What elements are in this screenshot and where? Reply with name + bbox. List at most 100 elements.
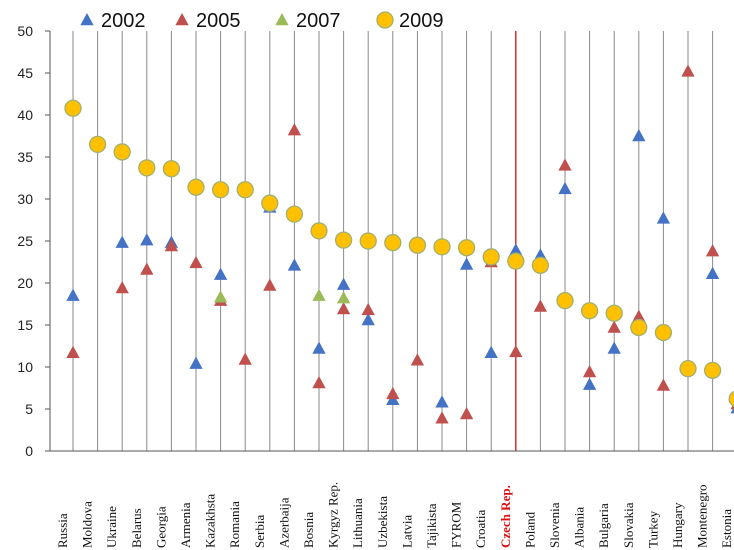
point-2005: [66, 345, 80, 358]
x-tick-label: Albania: [572, 507, 587, 548]
x-tick-label: Tajikista: [424, 503, 439, 548]
point-2002: [656, 211, 671, 224]
y-tick-label: 45: [17, 65, 33, 81]
point-2005: [558, 158, 572, 171]
point-2009: [187, 178, 205, 196]
x-tick-label: Moldova: [80, 501, 95, 548]
point-2002: [115, 235, 129, 248]
x-tick-label: Ukraine: [104, 506, 119, 548]
legend: 2002 2005 2007 2009: [80, 10, 444, 32]
x-tick-label: Hungary: [670, 502, 685, 548]
point-2009: [556, 291, 574, 310]
point-2005: [164, 239, 179, 252]
point-2005: [312, 375, 326, 389]
x-tick-label: Azerbaija: [276, 497, 291, 548]
point-2009: [531, 256, 550, 275]
point-2002: [459, 257, 474, 270]
x-tick-label: Latvia: [399, 515, 414, 548]
y-tick-label: 10: [17, 359, 33, 375]
legend-marker-2007: [275, 13, 289, 26]
legend-label-2005: 2005: [196, 10, 241, 32]
point-2005: [238, 352, 252, 365]
legend-label-2002: 2002: [101, 10, 146, 32]
point-2009: [211, 181, 230, 199]
point-2005: [656, 378, 671, 391]
y-tick-label: 50: [17, 23, 33, 39]
point-2005: [705, 244, 720, 257]
point-2005: [140, 262, 154, 275]
point-2005: [361, 302, 375, 316]
point-2009: [285, 205, 304, 223]
point-2005: [681, 64, 695, 77]
point-2005: [189, 255, 203, 269]
chart-marks: [64, 64, 734, 424]
point-2005: [435, 411, 449, 424]
point-2005: [263, 278, 277, 291]
point-2002: [705, 266, 720, 280]
legend-label-2007: 2007: [296, 10, 341, 32]
y-tick-label: 0: [25, 443, 33, 459]
x-axis-ticks: Russia Moldova Ukraine Belarus Georgia Armeni…: [55, 482, 734, 548]
x-tick-label: Croatia: [473, 510, 488, 548]
x-tick-label: Armenia: [178, 502, 193, 548]
x-tick-label: Montenegro: [695, 484, 710, 548]
y-tick-label: 20: [17, 275, 33, 291]
y-tick-label: 30: [17, 191, 33, 207]
point-2009: [703, 361, 722, 380]
x-tick-label: Belarus: [129, 508, 144, 548]
point-2009: [728, 390, 734, 407]
x-tick-label: Georgia: [153, 506, 168, 548]
y-tick-label: 5: [25, 401, 33, 417]
x-tick-label: Kazakhsta: [203, 494, 218, 548]
point-2005: [607, 320, 621, 333]
y-tick-label: 35: [17, 149, 33, 165]
x-tick-label: Estonia: [719, 509, 734, 548]
point-2005: [287, 123, 302, 136]
x-tick-label: Uzbekista: [375, 496, 390, 548]
point-2002: [558, 181, 572, 195]
point-2002: [213, 267, 228, 280]
point-2005: [336, 302, 351, 315]
point-2007: [213, 290, 228, 303]
point-2009: [580, 302, 599, 320]
point-2002: [312, 341, 326, 354]
y-axis-ticks: 0 5 10 15 20 25 30 35 40 45 50: [17, 23, 50, 459]
x-tick-label: Slovenia: [547, 502, 562, 548]
point-2009: [482, 248, 500, 266]
point-2007: [312, 288, 326, 301]
point-2002: [140, 233, 154, 246]
x-tick-label: Lithuania: [350, 498, 365, 548]
point-2005: [509, 344, 523, 358]
point-2009: [408, 236, 427, 254]
point-2002: [435, 395, 449, 408]
legend-marker-2002: [80, 13, 94, 26]
point-2009: [236, 181, 254, 199]
point-2009: [605, 304, 623, 322]
point-2005: [533, 299, 548, 312]
x-tick-label: Serbia: [252, 515, 267, 548]
point-2002: [336, 277, 351, 290]
x-tick-label: Bulgaria: [596, 503, 611, 548]
x-tick-label: Russia: [55, 513, 70, 548]
point-2005: [410, 353, 425, 366]
point-2005: [115, 281, 129, 294]
point-2002: [509, 243, 523, 256]
point-2009: [64, 99, 82, 117]
point-2009: [630, 318, 648, 337]
legend-marker-2005: [175, 13, 189, 26]
x-tick-label: Kyrgyz Rep.: [326, 482, 341, 548]
point-2002: [484, 345, 498, 358]
x-tick-label: Czech Rep.: [498, 485, 513, 548]
point-2009: [113, 143, 131, 161]
point-2009: [310, 222, 328, 240]
point-2009: [457, 239, 476, 257]
y-tick-label: 15: [17, 317, 33, 333]
point-2005: [459, 407, 474, 420]
point-2005: [386, 386, 400, 400]
point-2002: [66, 288, 80, 301]
point-2002: [632, 129, 646, 142]
x-tick-label: Slovakia: [621, 502, 636, 548]
point-2009: [261, 194, 279, 212]
point-2009: [88, 135, 107, 154]
